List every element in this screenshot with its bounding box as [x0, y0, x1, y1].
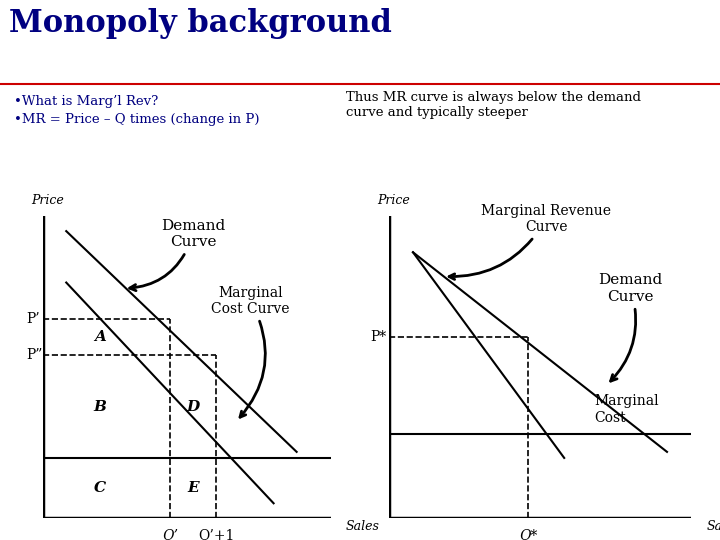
Text: Marginal
Cost: Marginal Cost — [595, 394, 659, 424]
Text: •What is Marg’l Rev?: •What is Marg’l Rev? — [14, 94, 158, 107]
Text: Monopoly background: Monopoly background — [9, 8, 392, 39]
Text: Price: Price — [377, 194, 410, 207]
Text: Marginal
Cost Curve: Marginal Cost Curve — [211, 286, 290, 417]
Text: A: A — [94, 330, 106, 344]
Text: Thus MR curve is always below the demand
curve and typically steeper: Thus MR curve is always below the demand… — [346, 91, 641, 119]
Text: E: E — [187, 481, 199, 495]
Text: Demand
Curve: Demand Curve — [130, 219, 225, 291]
Text: P*: P* — [371, 330, 387, 344]
Text: Q’: Q’ — [162, 529, 178, 540]
Text: D: D — [186, 400, 199, 414]
Text: Sales: Sales — [346, 521, 379, 534]
Text: Q’+1: Q’+1 — [198, 529, 234, 540]
Text: Demand
Curve: Demand Curve — [598, 273, 663, 381]
Text: Price: Price — [32, 194, 64, 207]
Text: C: C — [94, 481, 107, 495]
Text: B: B — [94, 400, 107, 414]
Text: Sales: Sales — [706, 521, 720, 534]
Text: •MR = Price – Q times (change in P): •MR = Price – Q times (change in P) — [14, 113, 260, 126]
Text: P”: P” — [26, 348, 42, 362]
Text: Q*: Q* — [518, 529, 537, 540]
Text: P’: P’ — [26, 312, 40, 326]
Text: Marginal Revenue
Curve: Marginal Revenue Curve — [449, 204, 611, 279]
